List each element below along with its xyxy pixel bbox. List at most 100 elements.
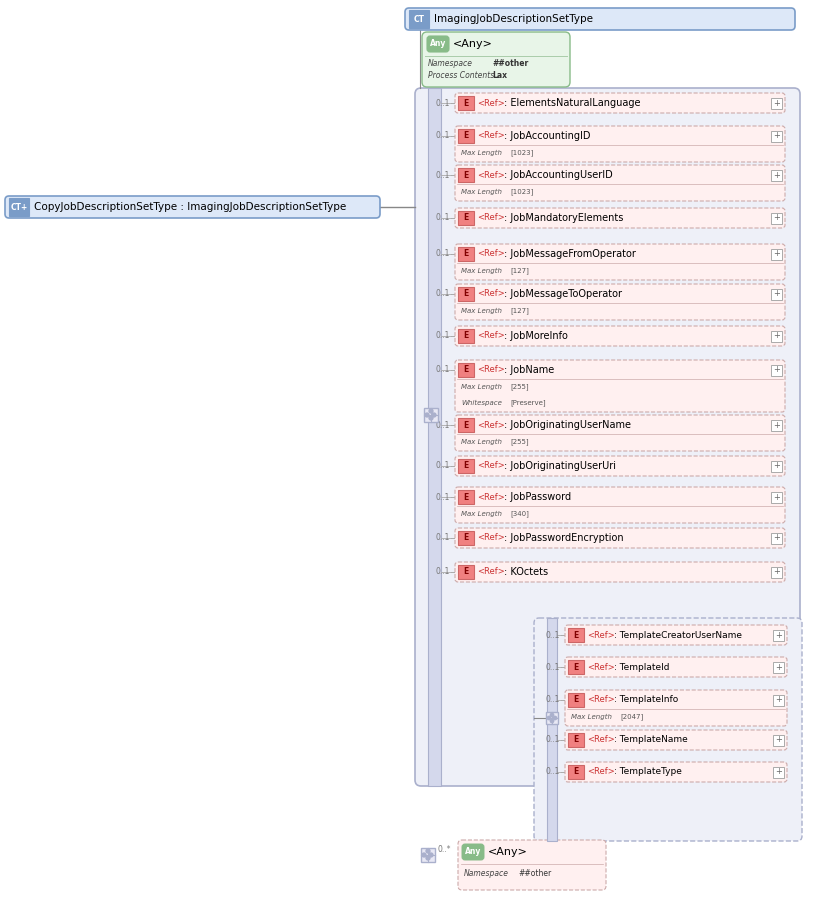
Text: 0..1: 0..1 (545, 663, 560, 672)
Text: [255]: [255] (510, 438, 529, 445)
Text: 0..1: 0..1 (436, 131, 450, 140)
Text: Max Length: Max Length (461, 384, 502, 390)
Text: Process Contents: Process Contents (428, 72, 494, 81)
FancyBboxPatch shape (455, 165, 785, 201)
Text: ##other: ##other (518, 868, 551, 877)
Text: [1023]: [1023] (510, 150, 533, 156)
Bar (773, 735, 784, 745)
Bar (771, 170, 782, 180)
FancyBboxPatch shape (565, 730, 787, 750)
Text: : TemplateName: : TemplateName (614, 735, 688, 744)
Text: <Ref>: <Ref> (477, 568, 504, 577)
Text: 0..1: 0..1 (436, 365, 450, 374)
Text: +: + (773, 492, 780, 501)
Bar (421, 848, 435, 862)
Text: : JobOriginatingUserUri: : JobOriginatingUserUri (504, 461, 616, 471)
Text: 0..1: 0..1 (545, 630, 560, 639)
FancyBboxPatch shape (565, 690, 787, 726)
Circle shape (553, 717, 557, 719)
FancyBboxPatch shape (455, 528, 785, 548)
Text: E: E (574, 663, 579, 672)
Bar (458, 459, 474, 473)
Bar (458, 490, 474, 504)
Circle shape (550, 719, 553, 723)
Text: +: + (775, 695, 782, 705)
Text: <Ref>: <Ref> (587, 663, 615, 672)
Bar (771, 567, 782, 577)
Text: E: E (574, 695, 579, 705)
Text: E: E (464, 214, 469, 223)
FancyBboxPatch shape (427, 36, 449, 52)
Circle shape (425, 413, 429, 417)
Text: : TemplateCreatorUserName: : TemplateCreatorUserName (614, 630, 742, 639)
Bar (771, 419, 782, 430)
Text: CopyJobDescriptionSetType : ImagingJobDescriptionSetType: CopyJobDescriptionSetType : ImagingJobDe… (34, 202, 346, 212)
Text: [Preserve]: [Preserve] (510, 400, 545, 407)
Text: +: + (773, 462, 780, 471)
Text: [1023]: [1023] (510, 189, 533, 196)
Text: [255]: [255] (510, 383, 529, 391)
FancyBboxPatch shape (415, 88, 800, 786)
Text: +: + (773, 420, 780, 429)
Bar (568, 660, 584, 674)
Text: [2047]: [2047] (620, 714, 643, 720)
Text: E: E (464, 492, 469, 501)
Text: : JobMessageToOperator: : JobMessageToOperator (504, 289, 622, 299)
Circle shape (429, 416, 433, 420)
Text: +: + (775, 768, 782, 777)
Text: : JobPasswordEncryption: : JobPasswordEncryption (504, 533, 623, 543)
Text: E: E (464, 99, 469, 108)
Text: E: E (464, 533, 469, 542)
Bar (409, 10, 429, 28)
Text: Whitespace: Whitespace (461, 400, 502, 406)
Text: ImagingJobDescriptionSetType: ImagingJobDescriptionSetType (434, 14, 593, 24)
Text: CT+: CT+ (11, 203, 28, 212)
Bar (771, 288, 782, 300)
Text: Lax: Lax (492, 72, 507, 81)
Bar (773, 767, 784, 778)
Bar (428, 88, 441, 786)
Bar (458, 363, 474, 377)
Text: <Ref>: <Ref> (477, 420, 504, 429)
Text: <Ref>: <Ref> (477, 250, 504, 259)
Text: : JobOriginatingUserName: : JobOriginatingUserName (504, 420, 631, 430)
Text: Namespace: Namespace (464, 868, 509, 877)
Text: <Any>: <Any> (488, 847, 528, 857)
Text: : JobAccountingID: : JobAccountingID (504, 131, 591, 141)
Bar (568, 765, 584, 779)
FancyBboxPatch shape (455, 487, 785, 523)
Text: <Ref>: <Ref> (477, 462, 504, 471)
FancyBboxPatch shape (455, 456, 785, 476)
Text: <Ref>: <Ref> (477, 492, 504, 501)
Text: <Ref>: <Ref> (477, 533, 504, 542)
Text: E: E (464, 331, 469, 340)
FancyBboxPatch shape (458, 840, 606, 890)
Bar (771, 249, 782, 260)
FancyBboxPatch shape (5, 196, 380, 218)
Text: Max Length: Max Length (461, 308, 502, 314)
Bar (771, 330, 782, 341)
Bar (458, 96, 474, 110)
Bar (424, 408, 438, 422)
Text: : TemplateId: : TemplateId (614, 663, 669, 672)
Bar (771, 213, 782, 224)
Text: +: + (773, 171, 780, 180)
Text: [340]: [340] (510, 511, 529, 517)
FancyBboxPatch shape (565, 657, 787, 677)
Text: E: E (574, 735, 579, 744)
Text: [127]: [127] (510, 268, 529, 275)
FancyBboxPatch shape (455, 244, 785, 280)
FancyBboxPatch shape (534, 618, 802, 841)
Bar (458, 287, 474, 301)
Text: <Any>: <Any> (453, 39, 493, 49)
Text: +: + (775, 663, 782, 672)
Text: 0..1: 0..1 (545, 768, 560, 777)
Text: Max Length: Max Length (461, 511, 502, 517)
Bar (546, 712, 558, 724)
FancyBboxPatch shape (455, 326, 785, 346)
Bar (9, 198, 29, 216)
Text: <Ref>: <Ref> (477, 171, 504, 180)
Text: +: + (773, 250, 780, 259)
Text: +: + (773, 99, 780, 108)
Text: 0..1: 0..1 (545, 735, 560, 744)
